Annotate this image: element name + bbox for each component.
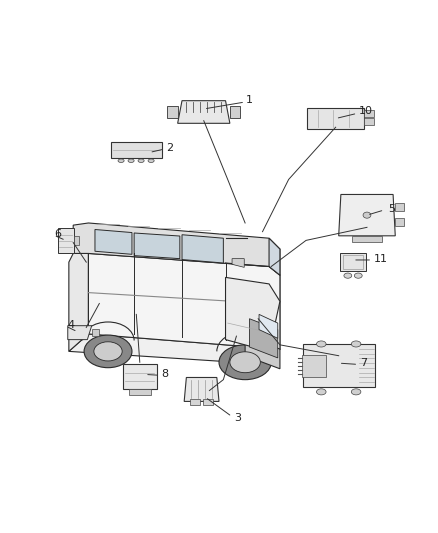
Ellipse shape — [351, 341, 361, 347]
Ellipse shape — [230, 352, 260, 373]
Text: 3: 3 — [234, 413, 241, 423]
Polygon shape — [68, 326, 92, 340]
Ellipse shape — [128, 159, 134, 163]
Ellipse shape — [118, 159, 124, 163]
Ellipse shape — [219, 345, 271, 379]
Ellipse shape — [148, 159, 154, 163]
Text: 7: 7 — [360, 358, 367, 368]
Text: 1: 1 — [246, 95, 253, 105]
Polygon shape — [269, 238, 280, 275]
Polygon shape — [303, 344, 374, 387]
Polygon shape — [190, 399, 200, 405]
Polygon shape — [203, 399, 213, 405]
FancyBboxPatch shape — [395, 203, 404, 211]
Text: 8: 8 — [162, 369, 169, 379]
Polygon shape — [178, 101, 230, 123]
Polygon shape — [69, 254, 88, 351]
Polygon shape — [269, 266, 280, 365]
Ellipse shape — [84, 335, 132, 368]
Polygon shape — [307, 108, 364, 129]
Text: 5: 5 — [388, 204, 395, 214]
Polygon shape — [73, 223, 280, 275]
Polygon shape — [69, 334, 280, 365]
FancyBboxPatch shape — [74, 236, 79, 245]
Ellipse shape — [351, 389, 361, 395]
FancyBboxPatch shape — [92, 329, 99, 336]
FancyBboxPatch shape — [352, 236, 382, 243]
Polygon shape — [167, 107, 178, 118]
FancyBboxPatch shape — [129, 389, 151, 395]
Ellipse shape — [354, 273, 362, 278]
Polygon shape — [230, 107, 240, 118]
Ellipse shape — [138, 159, 144, 163]
Text: 6: 6 — [54, 229, 61, 239]
Polygon shape — [57, 228, 74, 253]
Polygon shape — [339, 195, 395, 236]
Polygon shape — [259, 314, 278, 338]
Ellipse shape — [94, 342, 122, 361]
Text: 4: 4 — [67, 320, 74, 330]
FancyBboxPatch shape — [364, 110, 374, 117]
Text: 11: 11 — [374, 254, 388, 264]
Polygon shape — [95, 230, 132, 254]
Polygon shape — [340, 253, 366, 271]
Polygon shape — [232, 259, 244, 268]
FancyBboxPatch shape — [364, 118, 374, 125]
Polygon shape — [245, 334, 280, 369]
Polygon shape — [250, 319, 278, 358]
Text: 10: 10 — [359, 106, 373, 116]
Polygon shape — [226, 277, 280, 351]
Polygon shape — [184, 377, 219, 401]
Polygon shape — [134, 233, 180, 259]
Polygon shape — [111, 142, 162, 158]
Polygon shape — [88, 254, 280, 349]
Text: 2: 2 — [166, 143, 173, 153]
FancyBboxPatch shape — [302, 355, 326, 377]
Polygon shape — [123, 364, 157, 389]
Ellipse shape — [363, 212, 371, 218]
FancyBboxPatch shape — [395, 218, 404, 226]
Ellipse shape — [317, 389, 326, 395]
Ellipse shape — [317, 341, 326, 347]
Polygon shape — [182, 235, 223, 263]
Ellipse shape — [344, 273, 352, 278]
